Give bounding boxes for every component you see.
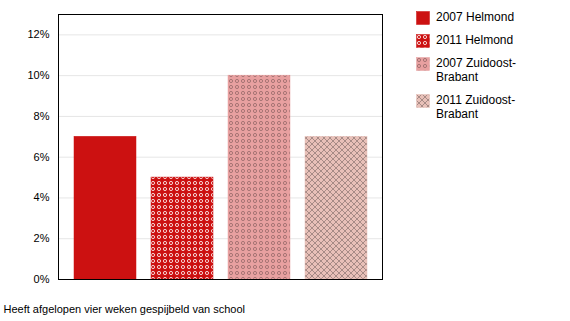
svg-text:12%: 12% — [27, 28, 49, 40]
html-text:2007 Helmond: 2007 Helmond — [436, 10, 515, 24]
svg-text:10%: 10% — [27, 69, 49, 81]
html-text:2011 Zuidoost- Brabant: 2011 Zuidoost- Brabant — [436, 92, 516, 122]
svg-text:6%: 6% — [34, 151, 50, 163]
html-text:2011 Helmond: 2011 Helmond — [436, 33, 514, 47]
svg-text:Heeft afgelopen vier weken ges: Heeft afgelopen vier weken gespijbeld va… — [4, 303, 246, 315]
svg-text:4%: 4% — [34, 191, 50, 203]
svg-text:8%: 8% — [34, 110, 50, 122]
svg-text:0%: 0% — [34, 273, 50, 285]
html-text:2007 Zuidoost- Brabant: 2007 Zuidoost- Brabant — [436, 56, 517, 85]
svg-text:2%: 2% — [34, 232, 50, 244]
